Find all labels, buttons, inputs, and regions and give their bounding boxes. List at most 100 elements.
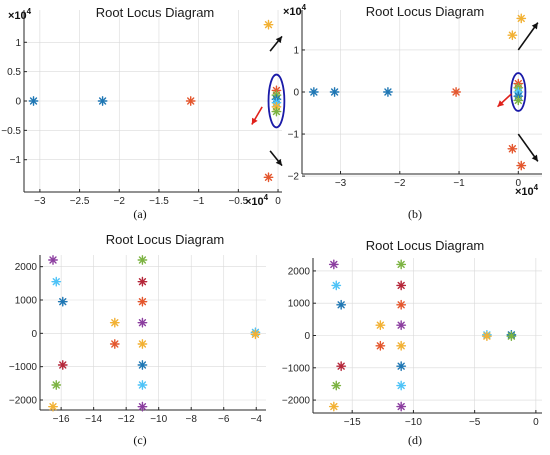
panel-d-pole-12 (396, 340, 407, 351)
panel-c-pole-7 (109, 339, 120, 349)
panel-a-ytick-label-4: 1 (15, 38, 21, 49)
panel-a-xtick-label-6: 0 (275, 196, 281, 207)
panel-d-ytick-label-2: 0 (304, 331, 310, 342)
panel-d-pole-4 (331, 380, 342, 391)
panel-d-pole-5 (328, 401, 339, 412)
panel-b-ytick-label-1: −1 (288, 130, 300, 141)
panel-a-highlight-ellipse (267, 73, 286, 129)
panel-c-pole-6 (109, 317, 120, 328)
panel-c-pole-3-stroke (59, 361, 67, 369)
panel-b-pole-4-stroke (517, 14, 525, 23)
panel-a-x-exponent-base: ×10 (245, 196, 264, 208)
panel-c-ytick-label-1: −1000 (9, 362, 38, 373)
panel-b-caption: (b) (408, 207, 422, 221)
panel-a-pole-0 (28, 96, 39, 106)
panel-b-arrow-0 (517, 22, 539, 51)
panel-c-xtick-label-1: −14 (85, 414, 102, 425)
panel-c-pole-8 (137, 255, 148, 265)
panel-d-pole-6-stroke (376, 321, 385, 329)
panel-d-caption: (d) (408, 433, 422, 447)
panel-a-pole-0-stroke (29, 97, 38, 105)
panel-c-pole-10-stroke (138, 297, 147, 306)
panel-b-y-exponent: ×104 (283, 3, 307, 18)
panel-d-pole-14-stroke (397, 381, 405, 390)
panel-d-pole-9 (396, 280, 407, 291)
panel-b-ytick-label-3: 1 (293, 45, 299, 56)
panel-d: Root Locus Diagram −15 −10 −5 0 −2000 −1000 0 1… (282, 238, 542, 447)
panel-b-x-exponent-base: ×10 (515, 186, 534, 198)
panel-d-ytick-label-0: −2000 (282, 396, 311, 407)
panel-c-pole-14 (137, 380, 148, 390)
panel-a-pole-4-stroke (264, 173, 273, 181)
panel-a-x-exponent-power: 4 (264, 193, 269, 202)
panel-a-x-exponent: ×104 (245, 193, 269, 208)
panel-b-y-exponent-base: ×10 (283, 6, 302, 18)
panel-d-pole-3 (336, 361, 347, 372)
panel-c-pole-14-stroke (138, 381, 147, 389)
panel-c-pole-12 (137, 339, 148, 349)
panel-a-arrow-0 (269, 35, 283, 52)
panel-c-xtick-label-3: −10 (150, 414, 167, 425)
panel-d-pole-2-stroke (337, 301, 345, 309)
panel-c-pole-9 (137, 276, 148, 287)
panel-d-xtick-label-0: −15 (344, 417, 361, 428)
panel-c-pole-15 (137, 401, 148, 412)
panel-b-pole-3-stroke (452, 88, 460, 96)
panel-d-pole-15-stroke (397, 402, 405, 411)
panel-b-pole-3 (451, 87, 461, 97)
panel-a-pole-3 (263, 19, 274, 30)
panel-b-pole-4 (516, 13, 527, 24)
panel-a-pole-1 (97, 96, 108, 106)
panel-a-ytick-label-0: −1 (10, 155, 22, 166)
panel-b-pole-1 (329, 87, 340, 97)
panel-d-pole-2 (336, 299, 347, 310)
panel-c-pole-11 (137, 317, 148, 328)
panel-b-pole-5 (507, 30, 518, 41)
panel-d-pole-10-stroke (397, 301, 405, 309)
panel-b-pole-0 (308, 87, 319, 97)
panel-d-xtick-label-2: −5 (469, 417, 481, 428)
panel-d-pole-17 (481, 331, 492, 342)
panel-d-pole-0-stroke (330, 260, 338, 269)
panel-d-pole-1 (331, 280, 342, 291)
panel-b-x-exponent: ×104 (515, 183, 539, 198)
panel-a-pole-2 (185, 96, 196, 106)
panel-d-pole-7-stroke (376, 342, 385, 350)
panel-c-pole-8-stroke (138, 256, 147, 264)
panel-c-pole-12-stroke (138, 340, 147, 348)
panel-c-ytick-label-3: 1000 (15, 296, 38, 307)
panel-a-arrow-2-head (251, 117, 258, 125)
panel-a-y-exponent-power: 4 (27, 7, 32, 16)
panel-d-xtick-label-3: 0 (533, 417, 539, 428)
panel-c-plot: −16 −14 −12 −10 −8 −6 −4 −2000 −1000 0 1000 2000 (9, 255, 266, 425)
panel-c-pole-0-stroke (49, 256, 57, 264)
panel-c-xtick-label-0: −16 (53, 414, 70, 425)
panel-b-pole-6 (507, 143, 518, 154)
panel-b-pole-1-stroke (330, 88, 339, 96)
panel-a-xtick-label-3: −1.5 (149, 196, 169, 207)
panel-c-pole-1 (51, 276, 62, 287)
panel-b: Root Locus Diagram ×104 ×104 −3 −2 −1 0−2−1… (283, 3, 542, 221)
panel-d-pole-0 (328, 259, 339, 270)
panel-a-ytick-label-3: 0.5 (7, 67, 21, 78)
panel-b-y-exponent-power: 4 (302, 3, 307, 12)
panel-a-xtick-label-0: −3 (34, 196, 46, 207)
panel-d-pole-11-stroke (397, 321, 405, 329)
panel-a-ytick-label-1: −0.5 (1, 126, 21, 137)
panel-a-caption: (a) (133, 207, 146, 221)
panel-d-pole-10 (396, 299, 407, 310)
panel-c-pole-15-stroke (138, 402, 147, 411)
panel-c-ytick-label-0: −2000 (9, 396, 38, 407)
panel-c-pole-5-stroke (49, 402, 57, 411)
panel-d-pole-13-stroke (397, 362, 405, 370)
panel-d-pole-6 (375, 320, 386, 331)
panel-d-title: Root Locus Diagram (366, 238, 485, 253)
panel-d-pole-17-stroke (483, 332, 491, 340)
panel-b-xtick-label-3: 0 (516, 178, 522, 189)
panel-c-pole-7-stroke (111, 340, 119, 348)
panel-b-pole-6-stroke (508, 145, 517, 153)
panel-d-pole-4-stroke (332, 381, 340, 390)
panel-a-arrow-1 (269, 150, 283, 167)
panel-a-pole-10-stroke (272, 107, 281, 116)
